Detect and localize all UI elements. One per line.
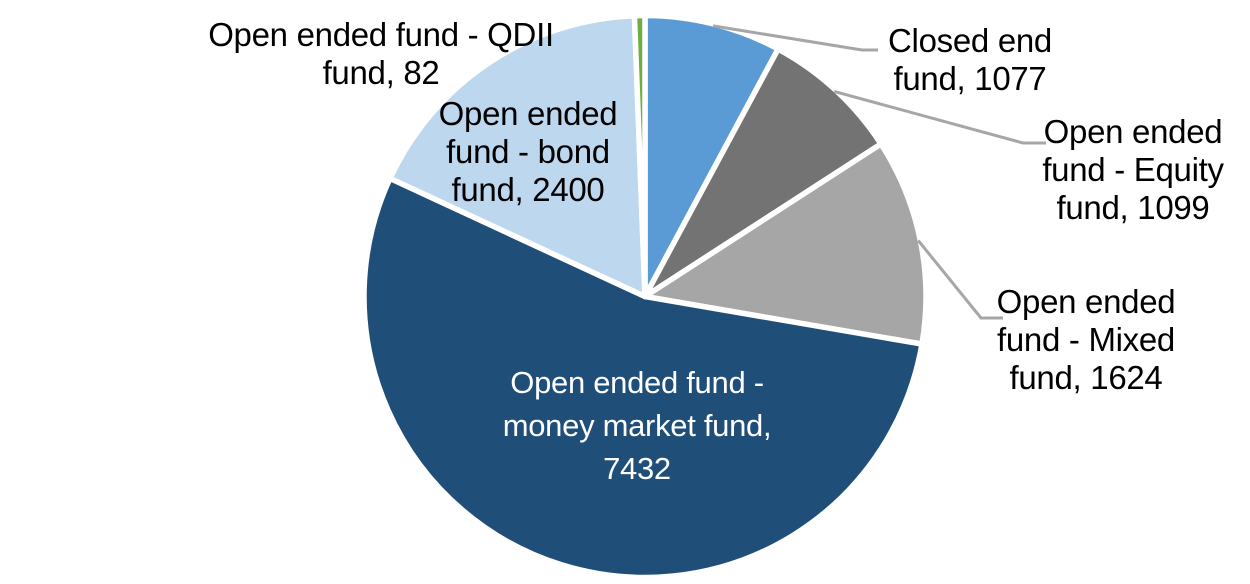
data-label-line: fund, 1099 <box>1056 189 1210 226</box>
data-label-line: Closed end <box>888 22 1052 59</box>
data-label-open-ended-equity-fund: Open ended fund - Equity fund, 1099 <box>1042 113 1224 227</box>
pie-slice-open-ended-qdii-fund <box>631 12 648 300</box>
pie-slice-closed-end-fund <box>642 12 781 300</box>
data-label-line: Open ended fund - <box>510 365 764 400</box>
leader-line-open-ended-equity-fund <box>833 89 1046 145</box>
data-label-line: Open ended fund - QDII <box>208 16 554 53</box>
data-label-line: fund - Equity <box>1042 151 1224 188</box>
pie-slice-open-ended-money-market-fund <box>361 175 925 581</box>
data-label-open-ended-mixed-fund: Open ended fund - Mixed fund, 1624 <box>997 283 1176 397</box>
data-label-open-ended-money-market-fund: Open ended fund - money market fund, 743… <box>503 361 772 490</box>
data-label-line: fund, 1624 <box>1009 359 1163 396</box>
pie-slice-open-ended-mixed-fund <box>642 141 929 347</box>
data-label-line: 7432 <box>603 451 671 486</box>
data-label-line: Open ended <box>438 95 618 132</box>
data-label-line: money market fund, <box>502 408 772 443</box>
data-label-open-ended-bond-fund: Open ended fund - bond fund, 2400 <box>439 95 618 209</box>
data-label-line: Open ended <box>996 283 1176 320</box>
leader-line-open-ended-mixed-fund <box>917 239 1003 320</box>
pie-slice-open-ended-equity-fund <box>642 46 884 300</box>
pie-slice-open-ended-bond-fund <box>387 12 648 300</box>
data-label-line: fund, 1077 <box>893 60 1047 97</box>
data-label-line: fund, 82 <box>322 54 440 91</box>
data-label-line: fund - bond <box>446 133 610 170</box>
data-label-line: fund - Mixed <box>997 321 1175 358</box>
data-label-line: Open ended <box>1043 113 1223 150</box>
data-label-line: fund, 2400 <box>451 171 605 208</box>
data-label-open-ended-qdii-fund: Open ended fund - QDII fund, 82 <box>208 16 554 92</box>
data-label-closed-end-fund: Closed end fund, 1077 <box>888 22 1052 98</box>
leader-line-closed-end-fund <box>712 24 878 52</box>
